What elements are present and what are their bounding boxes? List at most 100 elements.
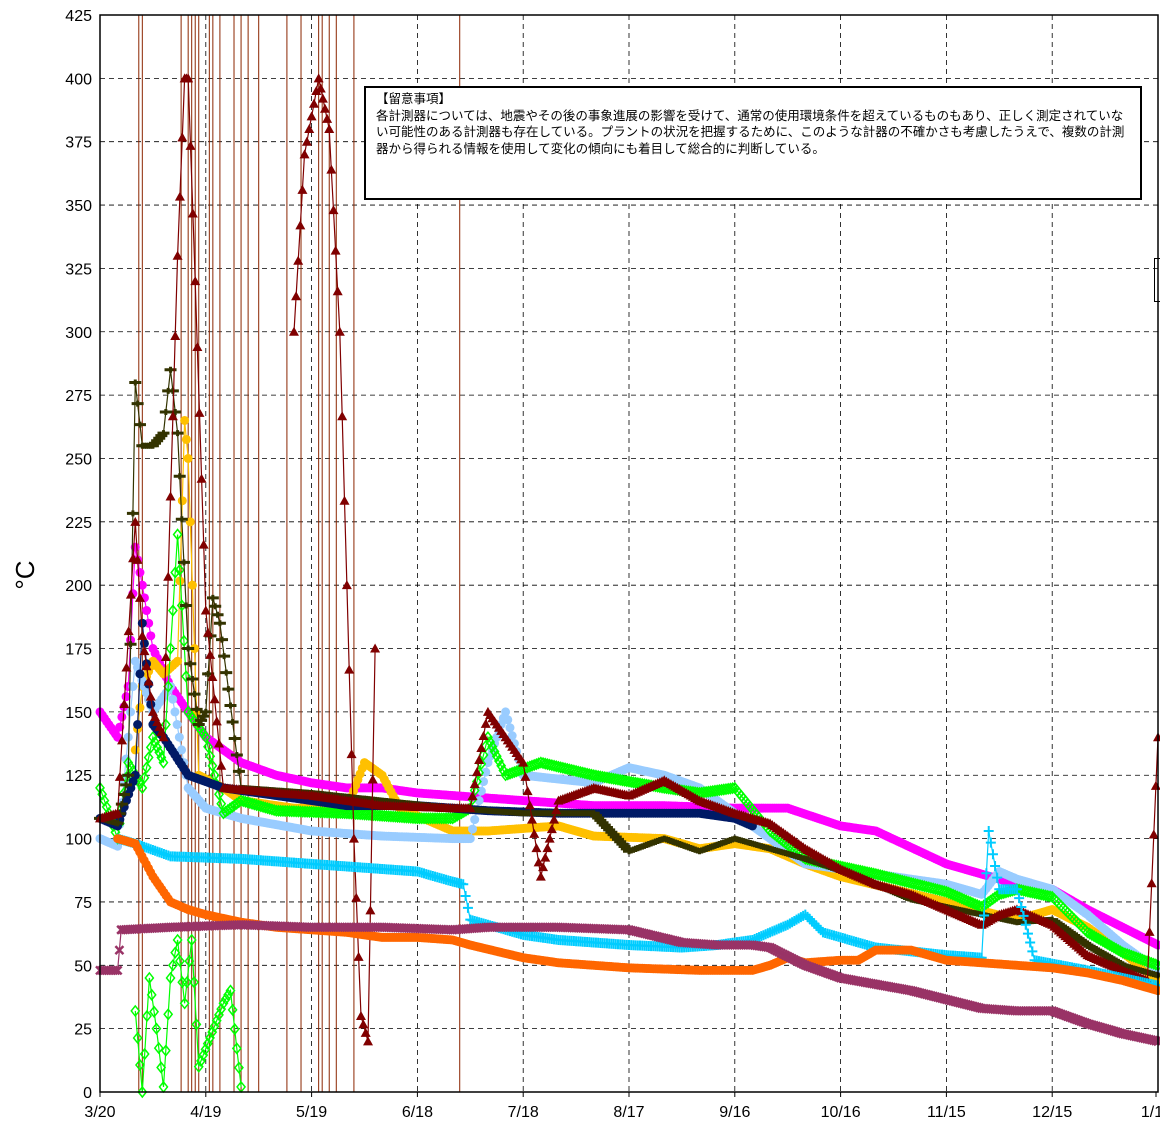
data-point [177, 559, 190, 566]
data-point [170, 707, 180, 717]
y-tick-label: 275 [65, 388, 92, 405]
data-point [489, 745, 500, 758]
data-point [130, 770, 140, 780]
y-tick-label: 100 [65, 832, 92, 849]
data-point [126, 707, 136, 717]
y-tick-label: 175 [65, 642, 92, 659]
data-point [169, 409, 182, 416]
data-point [182, 645, 195, 652]
data-point [199, 708, 212, 715]
data-point [449, 810, 460, 824]
caution-note-body: 各計測器については、地震やその後の事象進展の影響を受けて、通常の使用環境条件を超… [376, 107, 1125, 156]
data-point [152, 741, 163, 754]
data-point [173, 656, 183, 666]
data-point [501, 707, 511, 717]
data-point [1097, 935, 1108, 948]
y-tick-label: 250 [65, 451, 92, 468]
data-point [187, 580, 197, 590]
data-point [190, 644, 200, 654]
data-point [207, 759, 218, 772]
y-tick-label: 375 [65, 135, 92, 152]
data-point [137, 618, 147, 628]
data-point [117, 791, 130, 798]
data-point [144, 618, 154, 628]
data-point [192, 721, 205, 728]
data-point [166, 387, 179, 394]
data-point [468, 824, 478, 834]
data-point [158, 756, 169, 769]
data-point [1106, 940, 1117, 953]
data-point [180, 602, 193, 609]
x-tick-label: 7/18 [508, 1104, 539, 1121]
x-tick-label: 9/16 [719, 1104, 750, 1121]
data-point [120, 781, 133, 788]
y-tick-label: 400 [65, 71, 92, 88]
y-tick-label: 75 [74, 895, 92, 912]
caution-note: 【留意事項】 各計測器については、地震やその後の事象進展の影響を受けて、通常の使… [364, 86, 1142, 200]
data-point [150, 736, 160, 749]
x-tick-label: 8/17 [613, 1104, 644, 1121]
data-point [143, 751, 154, 764]
data-point [1100, 936, 1111, 949]
data-point [1104, 938, 1115, 952]
data-point [135, 568, 145, 578]
data-point [1113, 943, 1124, 957]
data-point [224, 702, 237, 709]
y-tick-label: 125 [65, 768, 92, 785]
data-point [174, 563, 185, 577]
data-point [133, 421, 146, 428]
data-point [117, 712, 127, 722]
data-point [147, 731, 158, 744]
data-point [226, 719, 239, 726]
data-point [128, 682, 138, 692]
y-tick-label: 300 [65, 325, 92, 342]
data-point [1045, 890, 1055, 903]
x-tick-label: 10/16 [821, 1104, 861, 1121]
x-tick-label: 4/19 [190, 1104, 221, 1121]
data-point [470, 815, 480, 825]
data-point [165, 642, 176, 655]
data-point [124, 641, 137, 648]
data-point [142, 606, 152, 616]
data-point [1086, 928, 1097, 942]
data-point [479, 777, 489, 787]
data-point [498, 764, 509, 777]
data-point [1084, 927, 1095, 940]
data-point [131, 400, 144, 407]
data-point [1091, 931, 1102, 944]
series [95, 542, 1160, 950]
data-point [507, 731, 517, 741]
x-tick-label: 12/15 [1032, 1104, 1072, 1121]
y-axis: 0255075100125150175200225250275300325350… [65, 8, 92, 1102]
data-point [481, 767, 491, 777]
data-point [214, 788, 224, 801]
data-point [137, 781, 148, 795]
y-tick-label: 350 [65, 198, 92, 215]
data-point [230, 751, 243, 758]
data-point [173, 473, 186, 480]
data-point [160, 718, 171, 731]
y-tick-label: 0 [83, 1085, 92, 1102]
data-point [170, 566, 181, 579]
data-point [491, 750, 502, 763]
data-point [725, 782, 736, 795]
data-point [181, 434, 191, 444]
data-point [184, 660, 197, 667]
x-tick-label: 1/1 [1141, 1104, 1160, 1121]
y-tick-label: 150 [65, 705, 92, 722]
data-point [168, 694, 178, 704]
data-point [167, 604, 178, 617]
data-point [176, 599, 187, 612]
data-point [122, 772, 135, 779]
data-point [111, 820, 124, 827]
data-point [200, 731, 211, 744]
data-point [1093, 932, 1104, 945]
data-point [218, 653, 231, 660]
data-point [474, 796, 484, 806]
data-point [485, 735, 496, 749]
data-point [209, 603, 222, 610]
data-point [154, 746, 165, 759]
data-point [465, 834, 475, 844]
data-point [195, 717, 208, 724]
data-point [139, 638, 149, 648]
